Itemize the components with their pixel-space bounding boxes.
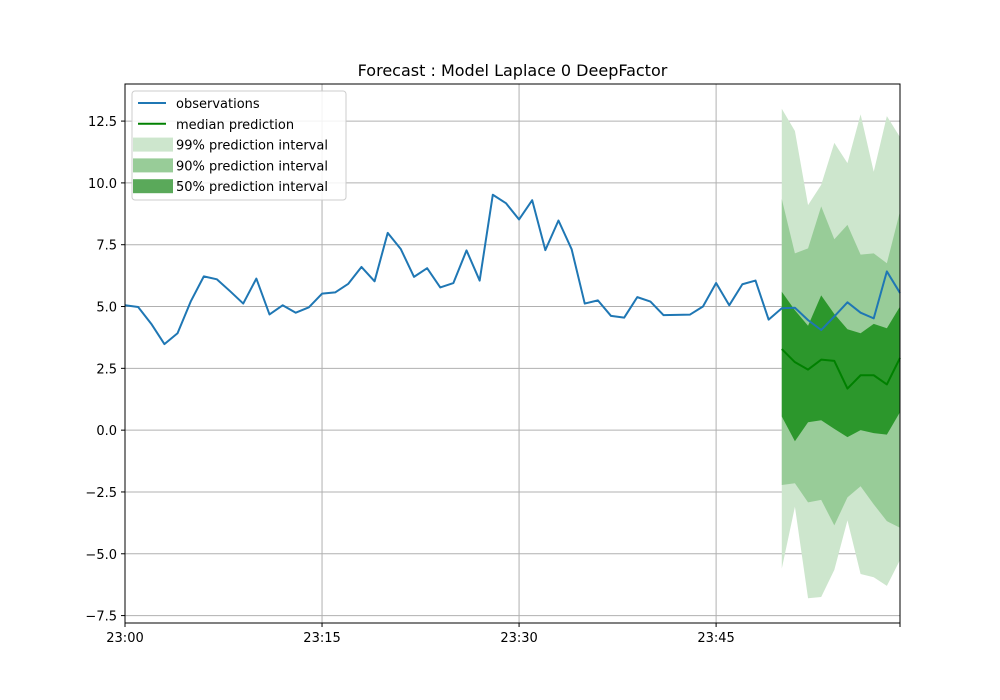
legend-label: 50% prediction interval xyxy=(176,180,328,195)
y-tick-label: 7.5 xyxy=(96,239,117,254)
axis-ticks: −7.5 −5.0 −2.5 0.0 2.5 5.0 7.5 10.0 12.5 23:00 23:… xyxy=(85,115,901,646)
median-prediction-line xyxy=(781,348,901,390)
legend-swatch-band xyxy=(133,158,173,173)
x-tick-label: 23:30 xyxy=(500,631,537,646)
legend-box xyxy=(131,90,347,201)
band-50 xyxy=(781,291,900,442)
y-tick-label: 5.0 xyxy=(96,301,117,316)
y-tick-label: −5.0 xyxy=(85,548,117,563)
y-tick-label: 10.0 xyxy=(88,177,117,192)
y-tick-label: 2.5 xyxy=(96,362,117,377)
x-tick-label: 23:00 xyxy=(106,631,143,646)
observations-line xyxy=(124,193,901,346)
legend-label: median prediction xyxy=(176,118,294,133)
legend-label: observations xyxy=(176,97,260,112)
legend-swatch-band xyxy=(133,137,173,152)
axes-frame xyxy=(124,83,901,624)
x-tick-label: 23:45 xyxy=(697,631,734,646)
y-tick-label: 12.5 xyxy=(88,115,117,130)
legend-swatch-band xyxy=(133,179,173,194)
y-tick-label: −2.5 xyxy=(85,486,117,501)
chart-title: Forecast : Model Laplace 0 DeepFactor xyxy=(358,61,668,80)
legend-label: 90% prediction interval xyxy=(176,159,328,174)
prediction-bands xyxy=(781,108,900,599)
x-tick-label: 23:15 xyxy=(303,631,340,646)
y-tick-label: 0.0 xyxy=(96,424,117,439)
y-tick-label: −7.5 xyxy=(85,610,117,625)
legend: observations median prediction 99% predict… xyxy=(131,90,347,201)
legend-label: 99% prediction interval xyxy=(176,139,328,154)
series-lines xyxy=(124,193,901,390)
